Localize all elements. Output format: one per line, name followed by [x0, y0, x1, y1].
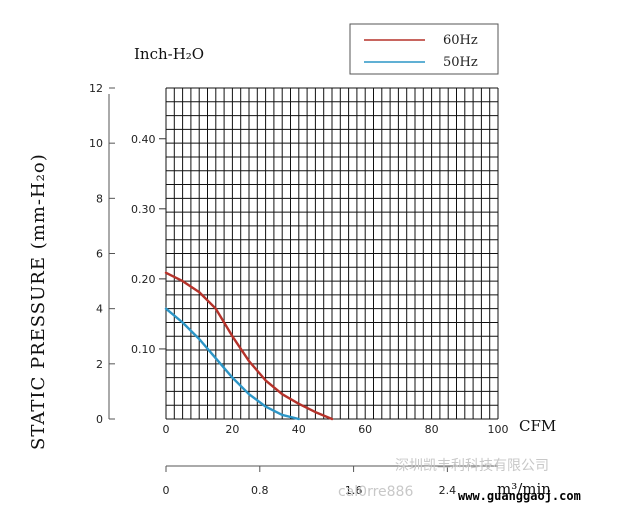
y-tick-label: 2 [96, 358, 103, 371]
legend-label-50hz: 50Hz [443, 55, 478, 70]
legend: 60Hz 50Hz [349, 23, 499, 75]
m3-tick-label: 1.6 [345, 484, 363, 497]
x-tick-label: 40 [292, 423, 306, 436]
series-layer [164, 271, 334, 421]
watermark-site: www.guanggaoj.com [458, 489, 581, 503]
plot-grid [165, 87, 499, 420]
inch-tick-label: 0.40 [131, 133, 156, 146]
x-tick-label: 60 [358, 423, 372, 436]
y-tick-label: 10 [89, 137, 103, 150]
series-line-60hz [164, 271, 334, 421]
inch-tick-label: 0.10 [131, 343, 156, 356]
inch-unit-label: Inch-H₂O [134, 45, 204, 63]
m3-tick-label: 0.8 [251, 484, 269, 497]
axes: 0 2 4 6 8 10 12 0.10 0.20 0.30 0.40 0 20 40 60 80 100 0 0.… [89, 82, 509, 497]
watermark: 深圳凯丰利科技有限公司 cal0rre886 www.guanggaoj.com [338, 458, 581, 503]
watermark-cn: 深圳凯丰利科技有限公司 [395, 458, 549, 474]
m3-tick-label: 2.4 [439, 484, 457, 497]
series-line-50hz [164, 307, 300, 421]
y-axis-title: STATIC PRESSURE (mm-H₂o) [28, 153, 49, 450]
x-axis-title: CFM [519, 417, 556, 435]
legend-box [349, 23, 499, 75]
x-tick-label: 0 [163, 423, 170, 436]
m3-unit-label: m³/min [497, 480, 551, 498]
legend-label-60hz: 60Hz [443, 33, 478, 48]
x-tick-label: 80 [425, 423, 439, 436]
x-tick-label: 20 [225, 423, 239, 436]
y-tick-label: 8 [96, 192, 103, 205]
y-tick-label: 4 [96, 303, 103, 316]
y-tick-label: 6 [96, 248, 103, 261]
m3-tick-label: 0 [163, 484, 170, 497]
x-tick-label: 100 [488, 423, 509, 436]
inch-tick-label: 0.20 [131, 273, 156, 286]
inch-tick-label: 0.30 [131, 203, 156, 216]
watermark-en: cal0rre886 [338, 484, 413, 500]
y-tick-label: 12 [89, 82, 103, 95]
y-tick-label: 0 [96, 413, 103, 426]
